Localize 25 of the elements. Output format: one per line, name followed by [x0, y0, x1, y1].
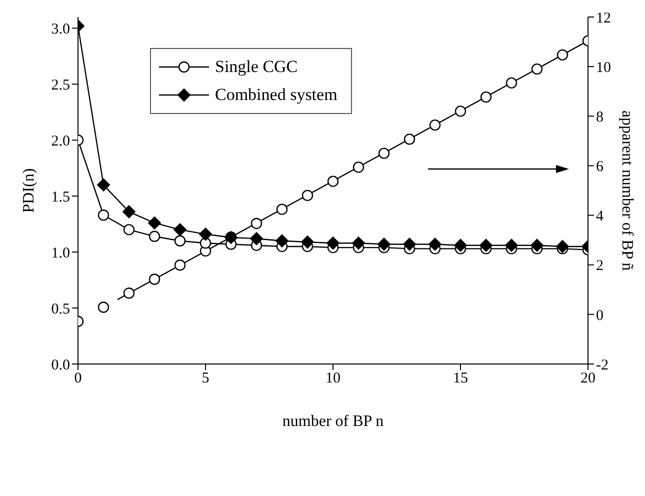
- y-tick-label: 3.0: [51, 22, 70, 38]
- x-tick-label: 15: [453, 370, 468, 387]
- y2-tick-label: 6: [596, 159, 604, 176]
- x-tick-label: 10: [326, 370, 340, 387]
- x-axis-title: number of BP n: [282, 413, 384, 430]
- y2-axis-title: apparent number of BP ñ: [618, 110, 636, 271]
- y2-tick-label: 8: [596, 109, 604, 126]
- y-tick-label: 2.5: [51, 77, 70, 94]
- y-tick-label: 1.0: [51, 245, 70, 262]
- y2-tick-label: 10: [596, 60, 611, 76]
- x-tick-label: 20: [580, 370, 596, 387]
- y-tick-label: 0.0: [51, 357, 70, 374]
- y-tick-label: 0.5: [51, 301, 70, 318]
- legend-label: Single CGC: [215, 57, 298, 77]
- x-tick-label: 0: [74, 370, 82, 387]
- y-tick-label: 1.5: [51, 189, 70, 206]
- y2-tick-label: 4: [596, 208, 604, 225]
- y-tick-label: 2.0: [51, 133, 70, 150]
- x-tick-label: 5: [202, 370, 210, 387]
- y2-tick-label: 2: [596, 258, 604, 274]
- y2-tick-label: -2: [596, 357, 608, 374]
- y2-tick-label: 12: [596, 10, 611, 26]
- y2-tick-label: 0: [596, 308, 604, 324]
- y-axis-title: PDI(n): [20, 168, 38, 213]
- legend-label: Combined system: [215, 85, 338, 105]
